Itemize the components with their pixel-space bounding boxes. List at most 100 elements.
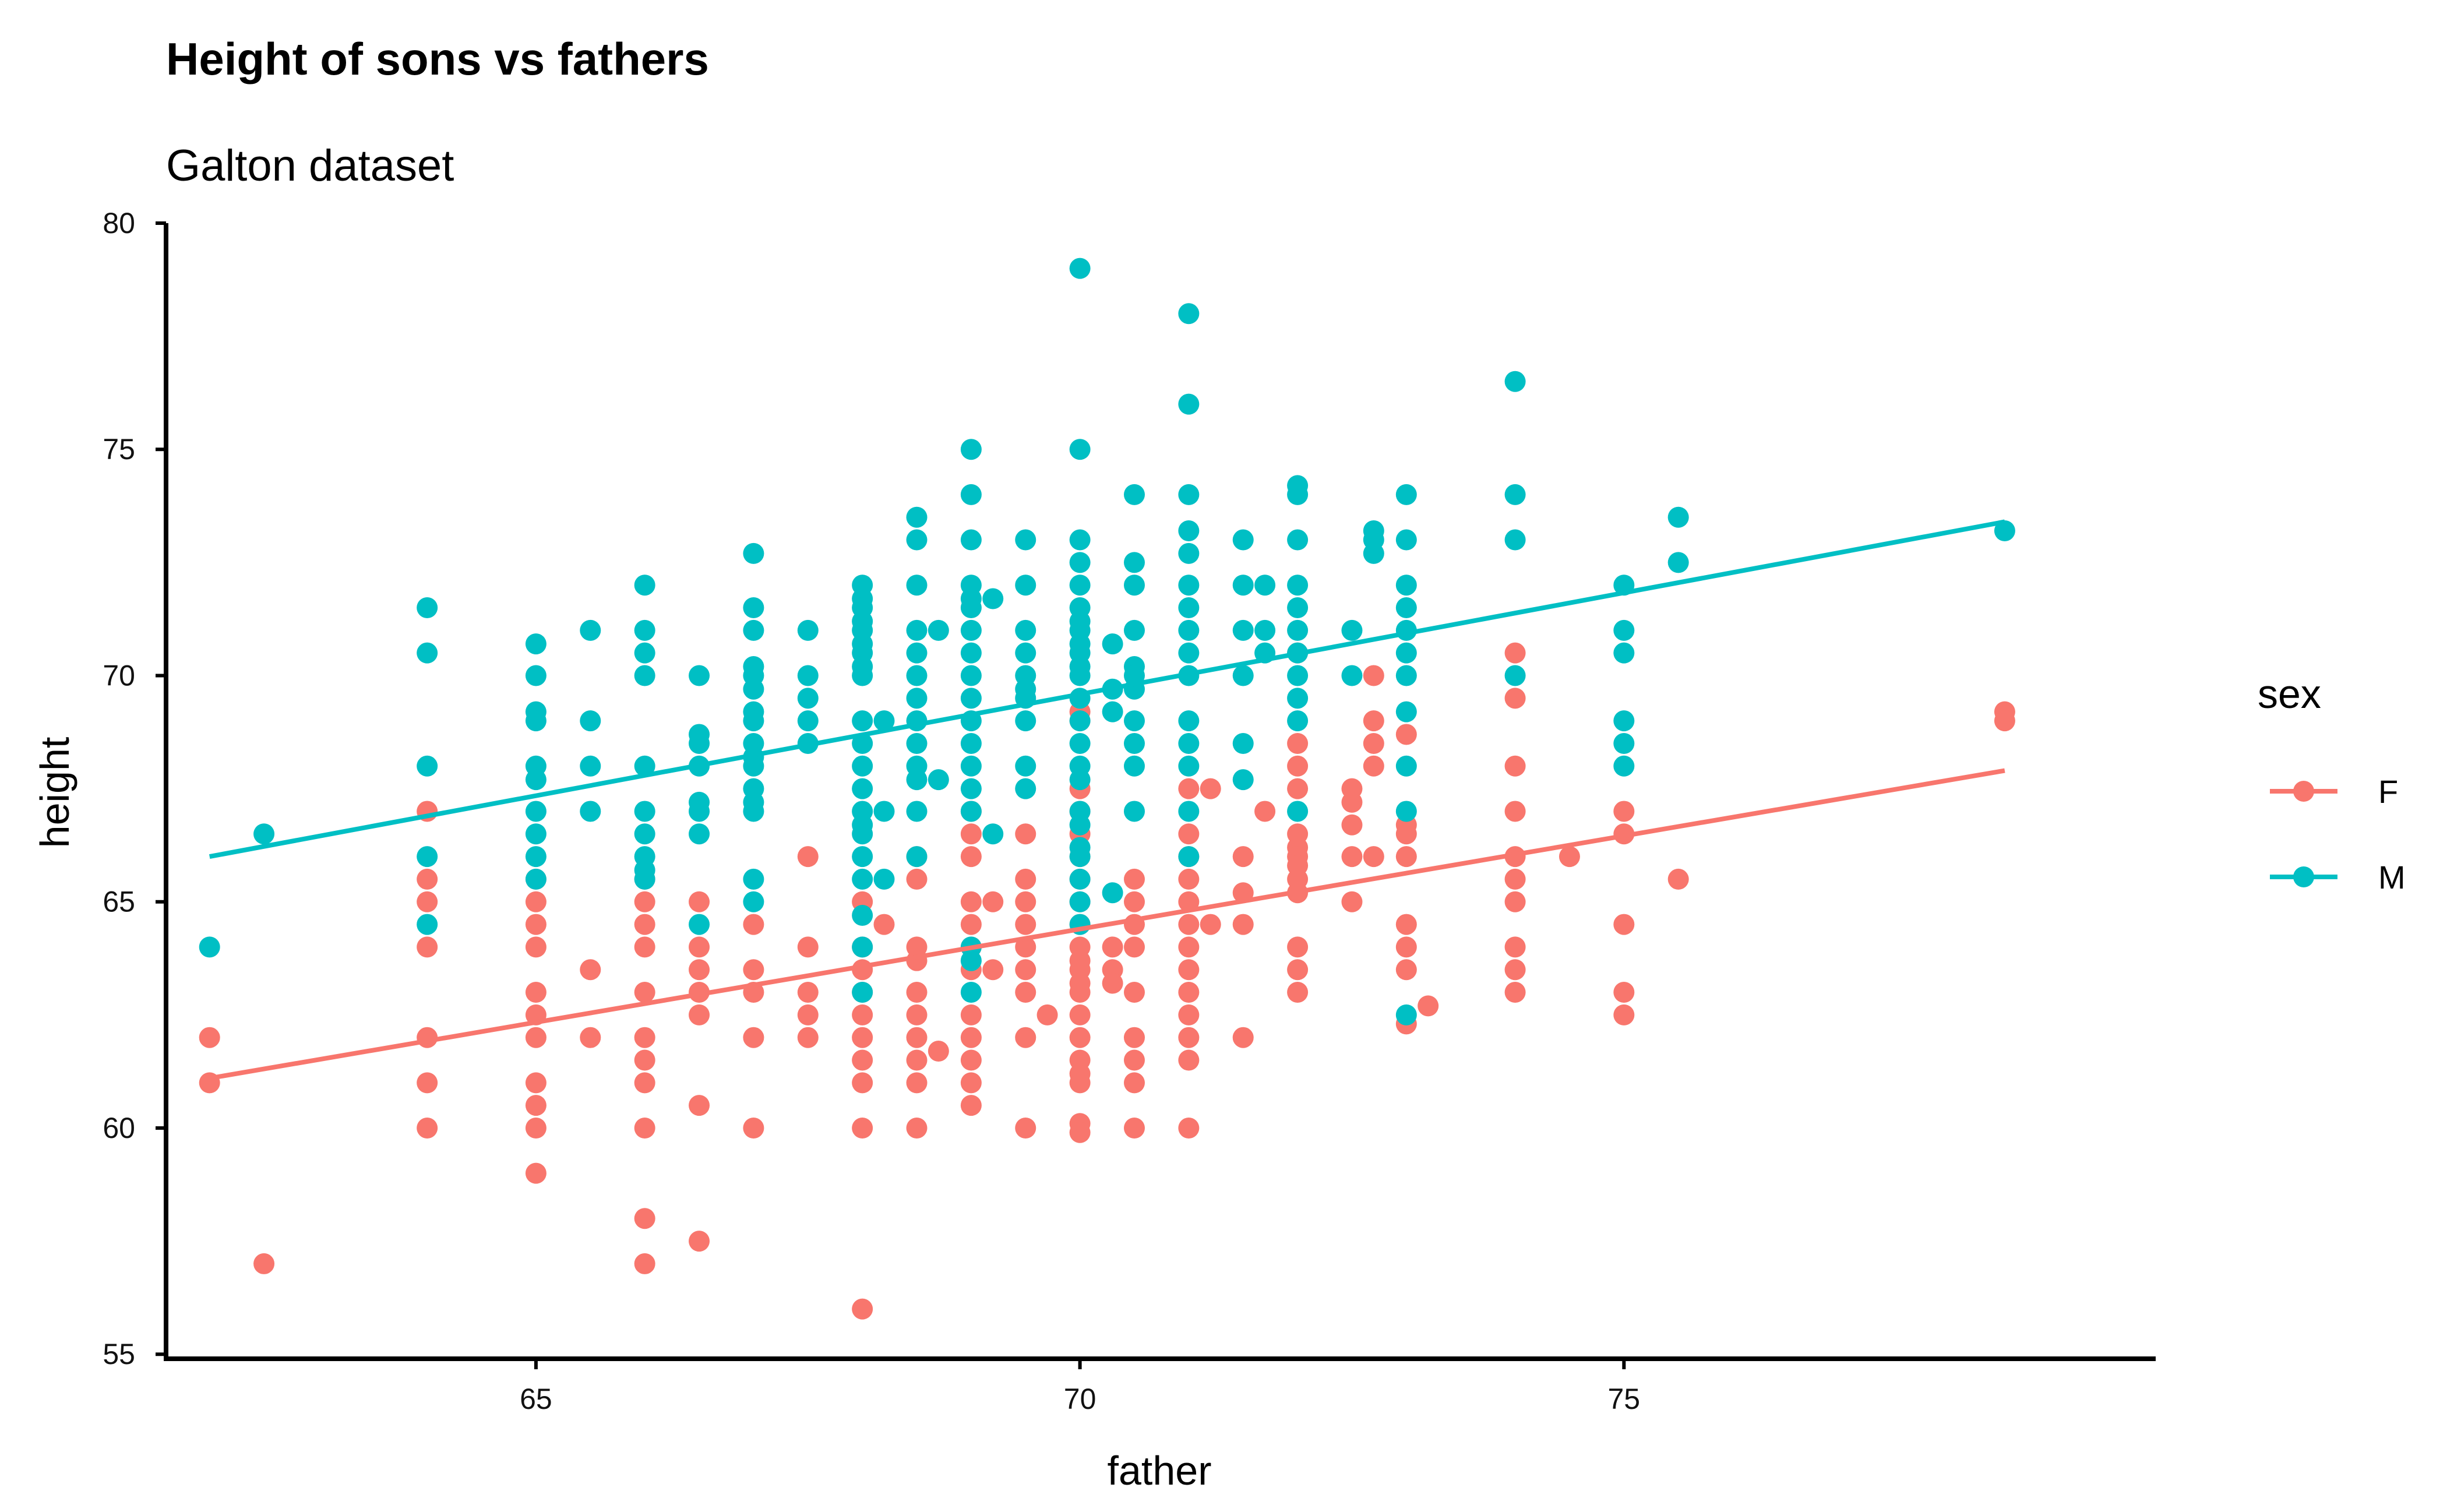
data-point-f [1178, 936, 1200, 958]
data-point-m [1123, 552, 1145, 573]
plot-area [199, 258, 2015, 1320]
data-point-f [982, 891, 1004, 912]
data-point-f [906, 982, 928, 1003]
data-point-m [1015, 755, 1036, 777]
data-point-f [634, 1117, 655, 1139]
legend-swatch-dot-m [2293, 866, 2314, 887]
data-point-f [1015, 914, 1036, 935]
data-point-m [1123, 710, 1145, 732]
data-point-f [1363, 846, 1384, 868]
data-point-f [1123, 982, 1145, 1003]
y-tick-label: 70 [103, 659, 135, 692]
x-tick-label: 75 [1608, 1383, 1641, 1415]
data-point-f [797, 936, 819, 958]
data-point-m [906, 642, 928, 664]
data-point-m [1102, 633, 1123, 655]
data-point-f [689, 1095, 710, 1116]
data-point-m [852, 936, 873, 958]
data-point-f [525, 1162, 546, 1184]
data-point-f [1504, 642, 1526, 664]
data-point-f [852, 1072, 873, 1094]
data-point-m [1232, 665, 1254, 686]
data-point-m [1287, 529, 1309, 551]
data-point-f [852, 1117, 873, 1139]
data-point-m [960, 688, 982, 709]
data-point-m [1178, 393, 1200, 415]
data-point-m [1341, 619, 1363, 641]
data-point-f [743, 914, 764, 935]
data-point-m [417, 597, 438, 619]
data-point-m [1178, 542, 1200, 564]
data-point-m [852, 755, 873, 777]
data-point-f [417, 868, 438, 890]
data-point-f [1015, 1027, 1036, 1048]
data-point-f [1232, 914, 1254, 935]
data-point-m [928, 619, 949, 641]
data-point-m [1287, 665, 1309, 686]
data-point-f [743, 1117, 764, 1139]
data-point-f [417, 1117, 438, 1139]
data-point-f [1036, 1004, 1058, 1025]
x-tick-label: 70 [1064, 1383, 1096, 1415]
data-point-m [743, 678, 764, 700]
data-point-f [743, 1027, 764, 1048]
data-point-m [1069, 846, 1091, 868]
data-point-m [1015, 529, 1036, 551]
data-point-f [797, 846, 819, 868]
data-point-f [1178, 778, 1200, 799]
data-point-f [1363, 665, 1384, 686]
data-point-m [960, 439, 982, 460]
data-point-m [1395, 642, 1417, 664]
data-point-f [1069, 982, 1091, 1003]
data-point-f [1287, 982, 1309, 1003]
data-point-f [982, 959, 1004, 981]
data-point-f [1015, 936, 1036, 958]
data-point-m [1363, 542, 1384, 564]
data-point-m [1123, 575, 1145, 596]
data-point-f [1178, 1027, 1200, 1048]
data-point-m [1232, 575, 1254, 596]
data-point-f [1287, 936, 1309, 958]
data-point-m [1254, 575, 1276, 596]
data-point-m [906, 801, 928, 822]
data-point-m [852, 846, 873, 868]
data-point-f [1178, 1117, 1200, 1139]
data-point-m [852, 982, 873, 1003]
data-point-m [1178, 303, 1200, 325]
data-point-m [1178, 597, 1200, 619]
data-point-f [634, 1253, 655, 1274]
legend-title: sex [2258, 671, 2321, 717]
data-point-f [1123, 1117, 1145, 1139]
y-tick-label: 60 [103, 1112, 135, 1144]
data-point-m [906, 688, 928, 709]
data-point-f [525, 1027, 546, 1048]
y-tick-label: 55 [103, 1338, 135, 1370]
data-point-m [982, 823, 1004, 845]
data-point-m [1102, 882, 1123, 904]
legend-item-f: F [2270, 773, 2398, 810]
data-point-m [1613, 710, 1635, 732]
data-point-m [873, 801, 895, 822]
data-point-m [1504, 529, 1526, 551]
data-point-m [1069, 439, 1091, 460]
data-point-m [525, 823, 546, 845]
chart-title: Height of sons vs fathers [166, 33, 709, 84]
data-point-m [1069, 868, 1091, 890]
data-point-f [1015, 982, 1036, 1003]
data-point-m [960, 484, 982, 505]
data-point-f [1069, 1072, 1091, 1094]
data-point-m [797, 665, 819, 686]
data-point-m [743, 710, 764, 732]
data-point-m [1232, 732, 1254, 754]
data-point-f [1613, 914, 1635, 935]
data-point-m [417, 755, 438, 777]
data-point-f [1178, 982, 1200, 1003]
data-point-m [417, 642, 438, 664]
data-point-f [634, 982, 655, 1003]
data-point-f [634, 936, 655, 958]
data-point-m [634, 823, 655, 845]
data-point-f [634, 1049, 655, 1071]
data-point-f [525, 936, 546, 958]
data-point-m [1069, 529, 1091, 551]
data-point-f [525, 1095, 546, 1116]
